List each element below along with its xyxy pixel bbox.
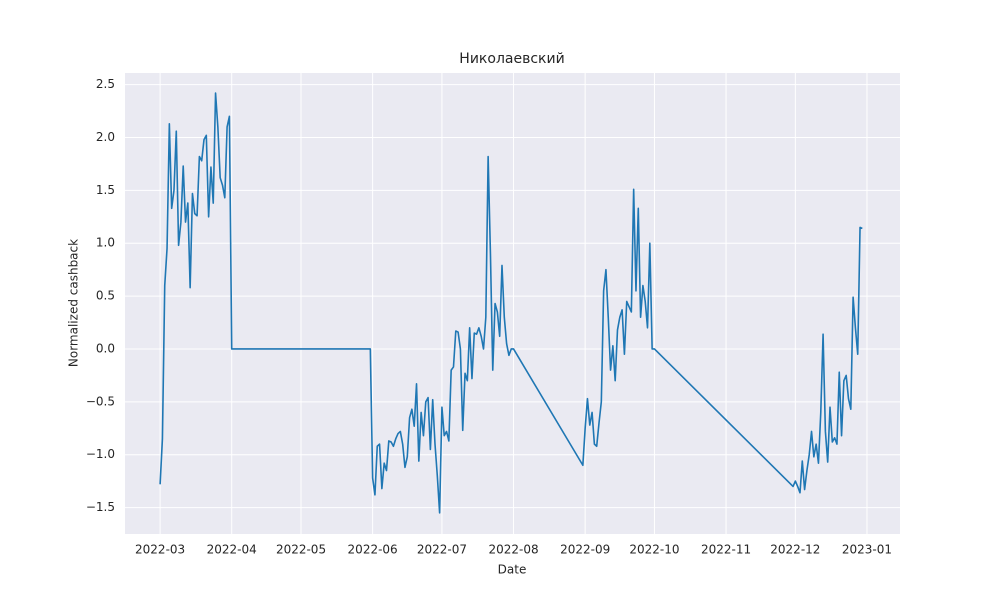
x-tick-label: 2022-08 bbox=[488, 543, 538, 557]
y-axis-label: Normalized cashback bbox=[67, 239, 81, 367]
x-tick-label: 2022-05 bbox=[276, 543, 326, 557]
y-tick-label: −0.5 bbox=[86, 394, 115, 408]
x-tick-label: 2022-07 bbox=[417, 543, 467, 557]
x-tick-label: 2022-06 bbox=[348, 543, 398, 557]
x-tick-label: 2022-04 bbox=[207, 543, 257, 557]
x-axis-label: Date bbox=[498, 563, 527, 577]
x-tick-label: 2022-03 bbox=[135, 543, 185, 557]
y-tick-label: −1.0 bbox=[86, 447, 115, 461]
y-tick-label: 1.0 bbox=[96, 236, 115, 250]
y-tick-label: 0.5 bbox=[96, 289, 115, 303]
y-tick-label: 2.5 bbox=[96, 77, 115, 91]
y-tick-label: −1.5 bbox=[86, 500, 115, 514]
x-tick-label: 2022-10 bbox=[629, 543, 679, 557]
y-tick-label: 2.0 bbox=[96, 130, 115, 144]
y-tick-label: 1.5 bbox=[96, 183, 115, 197]
plot-area bbox=[125, 73, 900, 534]
x-tick-label: 2022-09 bbox=[560, 543, 610, 557]
data-line bbox=[159, 92, 863, 514]
chart-title: Николаевский bbox=[459, 51, 564, 67]
x-tick-label: 2023-01 bbox=[842, 543, 892, 557]
y-tick-label: 0.0 bbox=[96, 341, 115, 355]
x-tick-label: 2022-12 bbox=[770, 543, 820, 557]
x-tick-label: 2022-11 bbox=[701, 543, 751, 557]
